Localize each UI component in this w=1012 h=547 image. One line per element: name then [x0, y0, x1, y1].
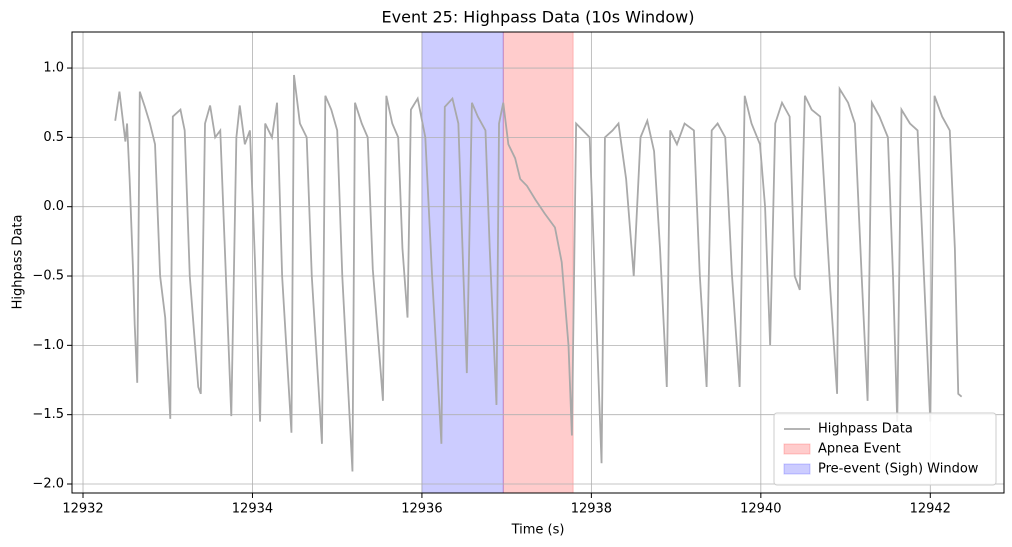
plot-frame — [71, 31, 1005, 494]
legend-box — [773, 412, 997, 486]
y-tick-label: −0.5 — [32, 269, 64, 284]
x-axis-label: Time (s) — [511, 523, 565, 538]
span-region — [502, 31, 574, 494]
chart-title: Event 25: Highpass Data (10s Window) — [382, 8, 695, 27]
x-tick-label: 12940 — [740, 502, 781, 517]
y-tick-label: 1.0 — [43, 61, 64, 76]
y-axis-label: Highpass Data — [11, 215, 26, 310]
x-tick-label: 12936 — [401, 502, 442, 517]
x-tick-label: 12934 — [232, 502, 273, 517]
legend-swatch — [783, 443, 811, 455]
y-tick-label: 0.5 — [43, 130, 64, 145]
x-tick-label: 12938 — [571, 502, 612, 517]
x-tick-label: 12932 — [62, 502, 103, 517]
data-line — [114, 74, 963, 472]
y-tick-label: −1.5 — [32, 407, 64, 422]
legend-swatch — [783, 463, 811, 475]
legend-label: Pre-event (Sigh) Window — [818, 462, 979, 477]
x-tick-label: 12942 — [910, 502, 951, 517]
y-tick-label: −2.0 — [32, 476, 64, 491]
y-tick-label: 0.0 — [43, 199, 64, 214]
y-tick-label: −1.0 — [32, 338, 64, 353]
legend-label: Highpass Data — [818, 422, 913, 437]
legend-label: Apnea Event — [818, 442, 901, 457]
